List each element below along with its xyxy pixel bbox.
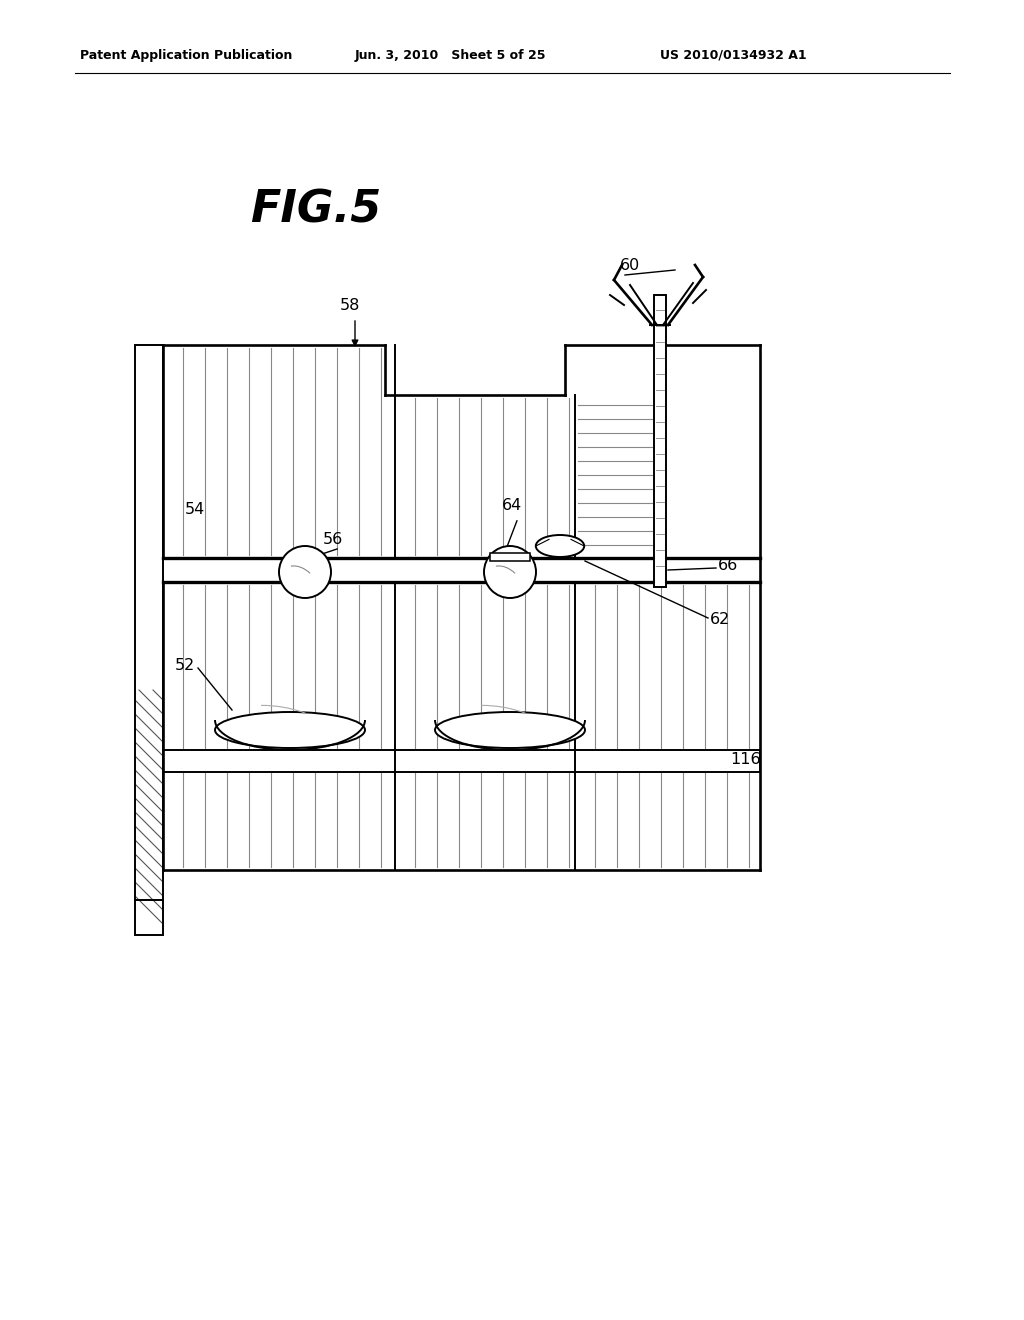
Bar: [135, 900, 163, 935]
Text: 64: 64: [502, 498, 522, 512]
Text: 58: 58: [340, 297, 360, 313]
Ellipse shape: [215, 711, 365, 748]
Bar: [163, 750, 760, 772]
Bar: [163, 750, 760, 772]
Circle shape: [484, 546, 536, 598]
Bar: [135, 345, 163, 900]
Text: 52: 52: [175, 657, 195, 672]
Text: US 2010/0134932 A1: US 2010/0134932 A1: [660, 49, 807, 62]
Bar: [135, 900, 163, 935]
Text: FIG.5: FIG.5: [250, 189, 381, 231]
Text: 116: 116: [730, 752, 761, 767]
Text: Jun. 3, 2010   Sheet 5 of 25: Jun. 3, 2010 Sheet 5 of 25: [355, 49, 547, 62]
Ellipse shape: [536, 535, 585, 557]
Circle shape: [279, 546, 331, 598]
Text: 56: 56: [323, 532, 343, 548]
Bar: [490, 553, 530, 561]
Text: 66: 66: [718, 557, 738, 573]
Text: 62: 62: [710, 612, 730, 627]
Text: Patent Application Publication: Patent Application Publication: [80, 49, 293, 62]
Text: 54: 54: [185, 503, 205, 517]
Text: 60: 60: [620, 257, 640, 272]
Bar: [654, 294, 666, 587]
Bar: [135, 345, 163, 900]
Ellipse shape: [435, 711, 585, 748]
